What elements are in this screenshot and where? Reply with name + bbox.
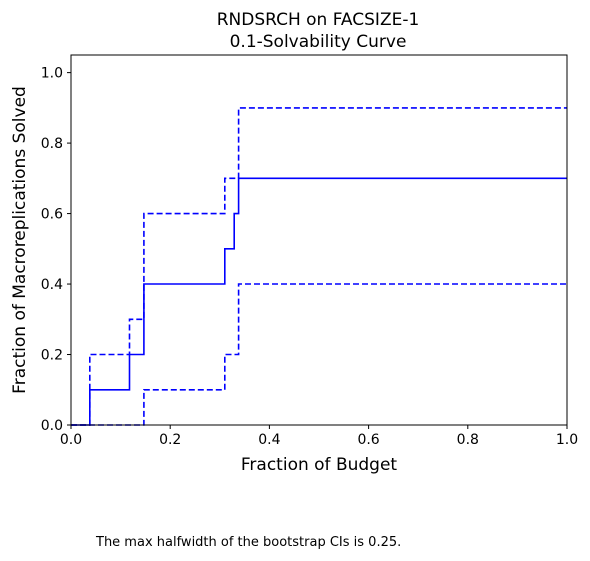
y-tick-label: 0.8 bbox=[41, 136, 63, 152]
solvability-chart: RNDSRCH on FACSIZE-1 0.1-Solvability Cur… bbox=[10, 10, 578, 475]
y-tick-label: 1.0 bbox=[41, 66, 63, 82]
x-tick-label: 0.8 bbox=[457, 432, 479, 448]
series-line-2 bbox=[71, 283, 567, 426]
y-tick-label: 0.0 bbox=[41, 418, 63, 434]
x-tick-label: 1.0 bbox=[556, 432, 578, 448]
bootstrap-footnote: The max halfwidth of the bootstrap CIs i… bbox=[96, 535, 402, 550]
x-tick-label: 0.0 bbox=[60, 432, 82, 448]
series-line-1 bbox=[71, 107, 567, 426]
y-tick-label: 0.6 bbox=[41, 207, 63, 223]
y-tick-label: 0.4 bbox=[41, 277, 63, 293]
series-line-0 bbox=[71, 177, 567, 426]
y-tick-label: 0.2 bbox=[41, 348, 63, 364]
x-axis-label: Fraction of Budget bbox=[241, 455, 398, 475]
plot-frame bbox=[70, 54, 568, 426]
chart-title: RNDSRCH on FACSIZE-1 bbox=[217, 10, 420, 30]
x-tick-label: 0.6 bbox=[357, 432, 379, 448]
y-axis-label: Fraction of Macroreplications Solved bbox=[10, 86, 30, 394]
x-axis: 0.0 0.2 0.4 0.6 0.8 1.0 bbox=[60, 425, 578, 448]
x-tick-label: 0.4 bbox=[258, 432, 280, 448]
chart-subtitle: 0.1-Solvability Curve bbox=[230, 32, 407, 52]
series-layer bbox=[71, 107, 567, 426]
y-axis: 0.0 0.2 0.4 0.6 0.8 1.0 bbox=[41, 66, 71, 434]
x-tick-label: 0.2 bbox=[159, 432, 181, 448]
